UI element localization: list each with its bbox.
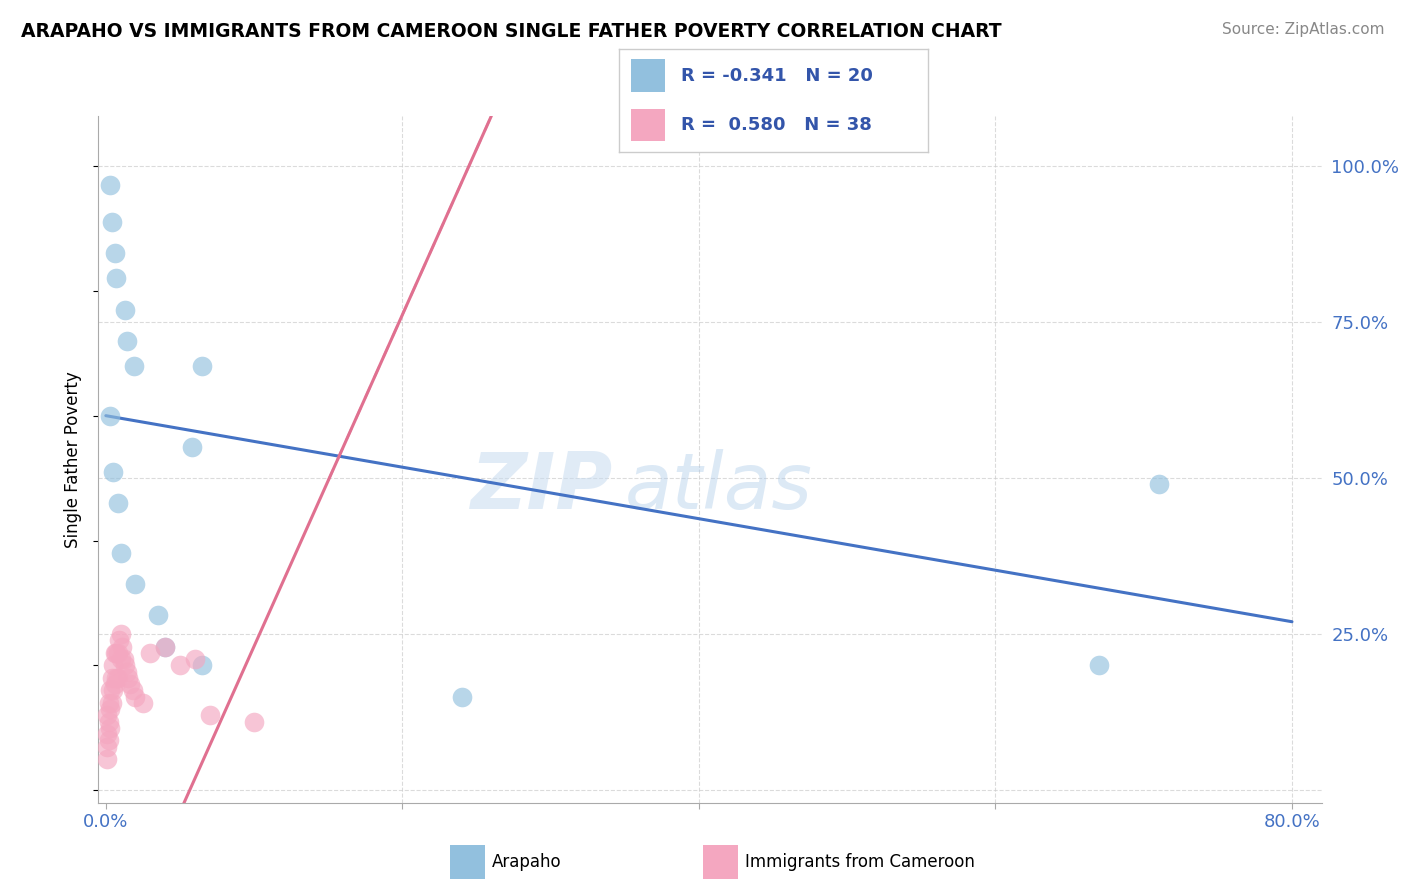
Point [96, 739, 118, 754]
Point [103, 683, 125, 698]
Point [107, 646, 129, 660]
Point [100, 215, 122, 229]
Point [1088, 658, 1111, 673]
Point [110, 546, 132, 560]
Point [103, 465, 125, 479]
Point [98, 702, 121, 716]
Point [100, 696, 122, 710]
Point [111, 640, 134, 654]
Point [180, 440, 202, 454]
Text: ARAPAHO VS IMMIGRANTS FROM CAMEROON SINGLE FATHER POVERTY CORRELATION CHART: ARAPAHO VS IMMIGRANTS FROM CAMEROON SING… [21, 22, 1001, 41]
Point [450, 690, 472, 704]
Point [98, 721, 121, 735]
Point [114, 302, 136, 317]
Point [96, 752, 118, 766]
Point [122, 359, 145, 373]
Point [132, 696, 155, 710]
Point [139, 646, 162, 660]
Point [169, 658, 191, 673]
Point [115, 665, 138, 679]
Text: atlas: atlas [624, 449, 813, 524]
Point [104, 646, 127, 660]
Point [105, 671, 128, 685]
Point [103, 658, 125, 673]
Text: Source: ZipAtlas.com: Source: ZipAtlas.com [1222, 22, 1385, 37]
Point [98, 178, 121, 192]
Point [105, 271, 128, 285]
Point [117, 671, 139, 685]
Point [97, 714, 120, 729]
Bar [631, 109, 665, 141]
Point [107, 496, 129, 510]
Point [191, 658, 214, 673]
Text: R =  0.580   N = 38: R = 0.580 N = 38 [681, 116, 872, 134]
Point [98, 683, 121, 698]
Point [110, 627, 132, 641]
Point [104, 246, 127, 260]
Point [184, 652, 207, 666]
Text: Arapaho: Arapaho [492, 853, 562, 871]
Point [97, 696, 120, 710]
Point [146, 608, 169, 623]
Point [153, 640, 176, 654]
Point [118, 677, 141, 691]
Bar [631, 59, 665, 92]
Point [110, 652, 132, 666]
Point [243, 714, 266, 729]
Point [97, 733, 120, 747]
Point [153, 640, 176, 654]
Text: ZIP: ZIP [470, 449, 612, 524]
Point [105, 646, 128, 660]
Point [191, 359, 214, 373]
Point [104, 677, 127, 691]
Point [112, 652, 135, 666]
Point [96, 708, 118, 723]
Point [108, 633, 131, 648]
Point [121, 683, 143, 698]
Text: Immigrants from Cameroon: Immigrants from Cameroon [745, 853, 974, 871]
Point [1147, 477, 1170, 491]
Point [198, 708, 221, 723]
Point [124, 690, 146, 704]
Point [115, 334, 138, 348]
Text: R = -0.341   N = 20: R = -0.341 N = 20 [681, 67, 872, 85]
Point [100, 671, 122, 685]
Point [114, 658, 136, 673]
Point [124, 577, 146, 591]
Point [107, 671, 129, 685]
Point [98, 409, 121, 423]
Y-axis label: Single Father Poverty: Single Father Poverty [65, 371, 83, 548]
Point [96, 727, 118, 741]
